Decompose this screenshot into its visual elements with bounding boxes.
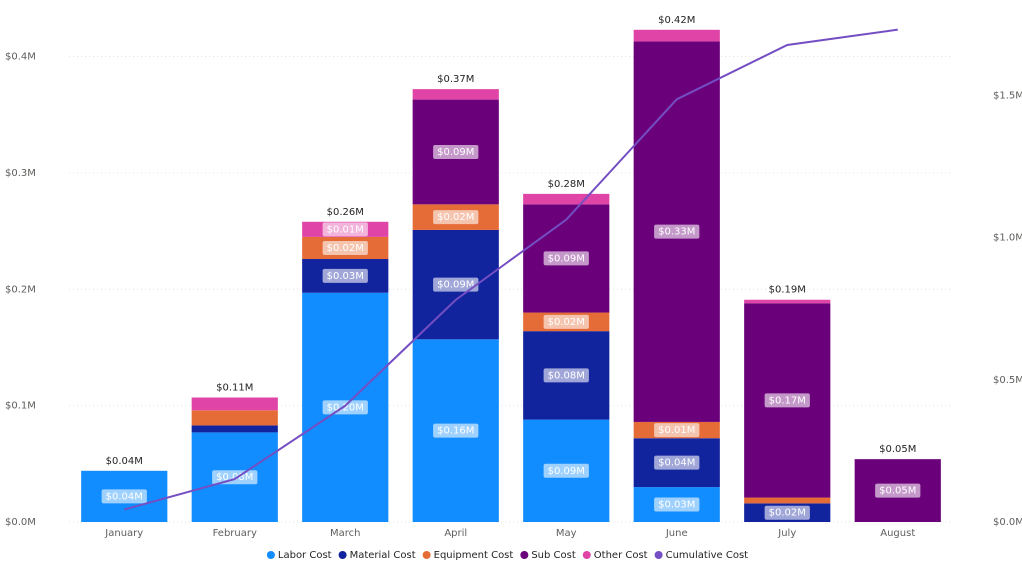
data-label-bg [433, 210, 479, 225]
legend-label[interactable]: Material Cost [350, 550, 416, 561]
data-label: $0.09M [437, 147, 474, 158]
y-tick-label: $0.4M [5, 52, 36, 63]
legend-label[interactable]: Other Cost [594, 550, 648, 561]
data-label: $0.08M [216, 472, 253, 483]
x-tick-label: April [444, 528, 467, 539]
y2-tick-label: $0.0M [993, 517, 1022, 528]
y-tick-label: $0.1M [5, 401, 36, 412]
total-label: $0.26M [327, 207, 364, 218]
total-label: $0.19M [769, 285, 806, 296]
data-label-bg [654, 455, 700, 470]
data-label-bg [433, 277, 479, 292]
data-label-bg [322, 400, 368, 415]
bar-segment [523, 193, 610, 205]
total-label: $0.05M [879, 444, 916, 455]
cumulative-line [123, 28, 898, 511]
legend-marker [266, 551, 275, 559]
x-tick-label: March [330, 528, 360, 539]
legend-label[interactable]: Cumulative Cost [666, 550, 749, 561]
y-tick-label: $0.0M [5, 517, 36, 528]
data-label-bg [764, 505, 810, 520]
y-tick-label: $0.2M [5, 284, 36, 295]
legend-label[interactable]: Equipment Cost [434, 550, 514, 561]
x-tick-label: July [777, 528, 796, 539]
legend-marker [520, 551, 529, 559]
data-label-bg [101, 489, 147, 504]
data-label-bg [322, 268, 368, 283]
bar-segment [744, 497, 831, 504]
legend-marker [338, 551, 347, 559]
data-label: $0.17M [769, 395, 806, 406]
y2-tick-label: $1.5M [993, 90, 1022, 101]
data-label-bg [433, 423, 479, 438]
data-label: $0.01M [658, 425, 695, 436]
data-label: $0.01M [327, 224, 364, 235]
data-label-bg [543, 314, 589, 329]
data-label: $0.33M [658, 227, 695, 238]
bar-segment [191, 397, 278, 411]
data-label-bg [212, 470, 258, 485]
data-label: $0.09M [437, 280, 474, 291]
bar-segment [412, 89, 499, 100]
x-tick-label: January [104, 528, 143, 539]
x-tick-label: August [880, 528, 915, 539]
data-label: $0.04M [658, 458, 695, 469]
data-label: $0.08M [548, 370, 585, 381]
data-label: $0.05M [879, 486, 916, 497]
bar-segment [633, 29, 720, 42]
bar-segment [744, 299, 831, 304]
legend-marker [422, 551, 431, 559]
total-label: $0.04M [106, 456, 143, 467]
y2-tick-label: $0.5M [993, 375, 1022, 386]
data-label: $0.02M [327, 243, 364, 254]
data-label-bg [654, 423, 700, 438]
legend-label[interactable]: Sub Cost [531, 550, 576, 561]
x-tick-label: May [556, 528, 577, 539]
legend-marker [654, 551, 663, 559]
total-label: $0.11M [216, 382, 253, 393]
data-label-bg [322, 240, 368, 255]
total-label: $0.37M [437, 74, 474, 85]
data-label-bg [433, 144, 479, 159]
data-label-bg [654, 497, 700, 512]
data-label-bg [764, 393, 810, 408]
x-tick-label: June [665, 528, 688, 539]
data-label: $0.16M [437, 426, 474, 437]
data-label-bg [875, 483, 921, 498]
data-label: $0.09M [548, 466, 585, 477]
x-tick-label: February [213, 528, 257, 539]
y-tick-label: $0.3M [5, 168, 36, 179]
y2-tick-label: $1.0M [993, 233, 1022, 244]
data-label: $0.03M [658, 500, 695, 511]
data-label-bg [543, 463, 589, 478]
data-label: $0.03M [327, 271, 364, 282]
data-label: $0.02M [548, 317, 585, 328]
legend-label[interactable]: Labor Cost [278, 550, 332, 561]
data-label-bg [543, 368, 589, 383]
bar-segment [191, 425, 278, 433]
data-label: $0.04M [106, 491, 143, 502]
data-label-bg [543, 251, 589, 266]
total-label: $0.42M [658, 15, 695, 26]
data-label: $0.02M [769, 508, 806, 519]
data-label: $0.02M [437, 212, 474, 223]
data-label-bg [322, 222, 368, 237]
data-label: $0.20M [327, 402, 364, 413]
bar-segment [191, 410, 278, 426]
data-label-bg [654, 224, 700, 239]
total-label: $0.28M [548, 179, 585, 190]
legend-marker [582, 551, 591, 559]
data-label: $0.09M [548, 253, 585, 264]
